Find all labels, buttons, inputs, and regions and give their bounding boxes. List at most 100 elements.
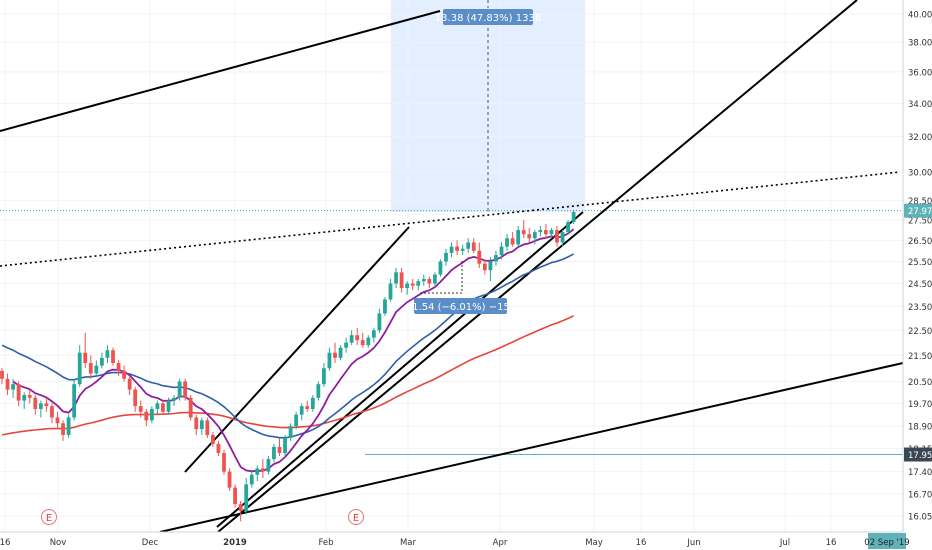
candle[interactable] bbox=[5, 373, 10, 396]
candle[interactable] bbox=[266, 456, 271, 475]
candle[interactable] bbox=[244, 477, 249, 515]
candle[interactable] bbox=[105, 345, 110, 364]
candle[interactable] bbox=[44, 397, 49, 412]
candle[interactable] bbox=[499, 242, 504, 260]
candle[interactable] bbox=[55, 411, 60, 430]
candle[interactable] bbox=[316, 381, 321, 401]
candle[interactable] bbox=[50, 403, 54, 424]
candle[interactable] bbox=[138, 400, 143, 418]
candle[interactable] bbox=[405, 281, 410, 295]
earnings-marker[interactable]: E bbox=[41, 509, 57, 525]
candle[interactable] bbox=[238, 500, 243, 522]
candle[interactable] bbox=[255, 465, 260, 482]
candle[interactable] bbox=[199, 417, 204, 435]
candle[interactable] bbox=[133, 386, 138, 412]
candle[interactable] bbox=[66, 414, 71, 438]
candle[interactable] bbox=[521, 219, 526, 239]
candle[interactable] bbox=[555, 226, 559, 247]
candle[interactable] bbox=[399, 267, 404, 293]
candle[interactable] bbox=[488, 257, 493, 282]
candle[interactable] bbox=[144, 408, 149, 427]
candle[interactable] bbox=[427, 276, 432, 288]
candle[interactable] bbox=[471, 238, 476, 253]
support-channel-line[interactable] bbox=[216, 211, 584, 528]
candle[interactable] bbox=[349, 330, 354, 346]
candle[interactable] bbox=[305, 400, 310, 412]
candle[interactable] bbox=[122, 365, 126, 382]
candle[interactable] bbox=[183, 378, 188, 401]
upper-channel-line[interactable] bbox=[0, 10, 441, 132]
candle[interactable] bbox=[505, 234, 509, 251]
candle[interactable] bbox=[288, 423, 293, 441]
candle[interactable] bbox=[416, 279, 421, 291]
bottom-channel-line[interactable] bbox=[159, 362, 904, 533]
candle[interactable] bbox=[438, 259, 443, 277]
candle[interactable] bbox=[355, 327, 360, 346]
candle[interactable] bbox=[161, 400, 165, 415]
candle[interactable] bbox=[277, 437, 282, 457]
candle[interactable] bbox=[482, 259, 487, 275]
candle[interactable] bbox=[83, 332, 88, 369]
candle[interactable] bbox=[338, 345, 343, 361]
candle[interactable] bbox=[33, 395, 38, 415]
candle[interactable] bbox=[433, 272, 437, 286]
candle[interactable] bbox=[477, 242, 482, 268]
candle[interactable] bbox=[383, 297, 387, 316]
candle[interactable] bbox=[322, 363, 326, 387]
candle[interactable] bbox=[16, 381, 21, 407]
candle[interactable] bbox=[371, 327, 376, 343]
candle[interactable] bbox=[88, 355, 93, 379]
measure-tool[interactable]: 13.38 (47.83%) 1338 −1.54 (−6.01%) −154 bbox=[404, 0, 541, 314]
candle[interactable] bbox=[149, 406, 154, 424]
candle[interactable] bbox=[310, 395, 315, 412]
candle[interactable] bbox=[100, 352, 104, 369]
candle[interactable] bbox=[188, 395, 193, 421]
candle[interactable] bbox=[333, 342, 337, 364]
candle[interactable] bbox=[166, 397, 171, 415]
right-channel-line[interactable] bbox=[217, 0, 858, 533]
candle[interactable] bbox=[11, 378, 15, 398]
candle[interactable] bbox=[227, 468, 232, 491]
candle[interactable] bbox=[272, 443, 276, 463]
candle[interactable] bbox=[388, 279, 393, 302]
candle[interactable] bbox=[538, 226, 543, 237]
candle[interactable] bbox=[460, 244, 465, 256]
candle[interactable] bbox=[544, 223, 548, 239]
candle[interactable] bbox=[527, 228, 532, 243]
candle[interactable] bbox=[394, 267, 398, 288]
candle[interactable] bbox=[205, 417, 210, 438]
candle[interactable] bbox=[377, 308, 382, 333]
candle[interactable] bbox=[532, 230, 537, 245]
measure-up-badge[interactable] bbox=[443, 9, 533, 25]
candle[interactable] bbox=[116, 360, 121, 377]
candle[interactable] bbox=[194, 414, 199, 435]
candle[interactable] bbox=[61, 420, 65, 441]
candle[interactable] bbox=[327, 347, 332, 371]
dotted-resistance-line[interactable] bbox=[0, 171, 901, 267]
candle[interactable] bbox=[560, 230, 565, 247]
candle[interactable] bbox=[455, 240, 459, 256]
candlestick-series[interactable] bbox=[0, 210, 576, 522]
candle[interactable] bbox=[410, 279, 415, 291]
candle[interactable] bbox=[571, 210, 576, 224]
candle[interactable] bbox=[111, 347, 115, 366]
candle[interactable] bbox=[260, 459, 265, 478]
earnings-marker[interactable]: E bbox=[348, 509, 364, 525]
candle[interactable] bbox=[172, 395, 176, 407]
candle[interactable] bbox=[344, 337, 348, 353]
candle[interactable] bbox=[294, 411, 299, 430]
candle[interactable] bbox=[0, 368, 4, 385]
candle[interactable] bbox=[38, 400, 43, 418]
candle[interactable] bbox=[466, 238, 471, 253]
candle[interactable] bbox=[494, 250, 498, 266]
candle[interactable] bbox=[366, 335, 371, 348]
candle[interactable] bbox=[72, 378, 77, 421]
candle[interactable] bbox=[360, 332, 365, 348]
candle[interactable] bbox=[510, 232, 515, 247]
candle[interactable] bbox=[22, 392, 27, 409]
candle[interactable] bbox=[233, 484, 237, 508]
measure-down-badge[interactable] bbox=[414, 298, 507, 314]
